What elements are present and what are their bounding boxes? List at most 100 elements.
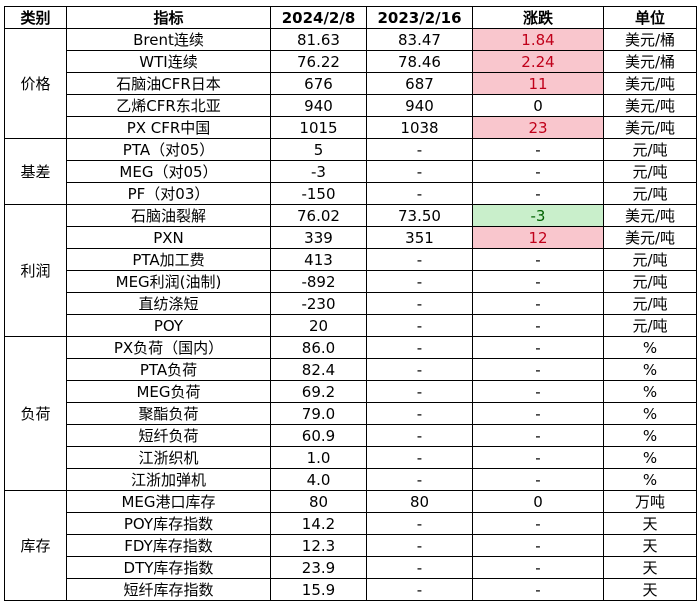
table-row: 江浙加弹机 4.0- -% (5, 468, 697, 491)
table-row: MEG负荷 69.2- -% (5, 380, 697, 403)
value-2023-cell: - (366, 160, 473, 183)
table-row: MEG利润(油制) -892- - 元/吨 (5, 270, 697, 293)
change-cell: - (472, 160, 604, 183)
unit-cell: 元/吨 (603, 182, 697, 205)
table-row: 聚酯负荷 79.0- -% (5, 402, 697, 425)
table-row: POY 20- - 元/吨 (5, 314, 697, 337)
header-change: 涨跌 (472, 6, 604, 29)
table-row: POY库存指数 14.2- - 天 (5, 512, 697, 535)
value-2023-cell: - (366, 380, 473, 403)
unit-cell: 天 (603, 512, 697, 535)
change-cell: - (472, 468, 604, 491)
change-cell: 23 (472, 116, 604, 139)
indicator-cell: 短纤库存指数 (66, 578, 271, 601)
category-cell: 基差 (4, 138, 67, 205)
value-2023-cell: - (366, 292, 473, 315)
indicator-cell: Brent连续 (66, 28, 271, 51)
value-2024-cell: 676 (270, 72, 367, 95)
value-2023-cell: - (366, 578, 473, 601)
value-2024-cell: 20 (270, 314, 367, 337)
value-2024-cell: 1.0 (270, 446, 367, 469)
value-2023-cell: - (366, 336, 473, 359)
change-cell: 2.24 (472, 50, 604, 73)
value-2024-cell: 5 (270, 138, 367, 161)
value-2024-cell: 86.0 (270, 336, 367, 359)
change-cell: 1.84 (472, 28, 604, 51)
change-cell: - (472, 534, 604, 557)
value-2023-cell: - (366, 358, 473, 381)
value-2023-cell: - (366, 446, 473, 469)
change-cell: - (472, 182, 604, 205)
unit-cell: 元/吨 (603, 138, 697, 161)
value-2023-cell: 73.50 (366, 204, 473, 227)
header-category: 类别 (4, 6, 67, 29)
value-2024-cell: 4.0 (270, 468, 367, 491)
indicator-cell: POY (66, 314, 271, 337)
value-2024-cell: 23.9 (270, 556, 367, 579)
indicator-cell: MEG港口库存 (66, 490, 271, 513)
unit-cell: 万吨 (603, 490, 697, 513)
table-row: 利润 石脑油裂解 76.02 73.50 -3 美元/吨 (4, 204, 697, 337)
indicator-cell: PTA负荷 (66, 358, 271, 381)
table-row: WTI连续 76.22 78.46 2.24 美元/桶 (5, 50, 697, 73)
header-indicator: 指标 (66, 6, 271, 29)
table-row: 负荷 PX负荷（国内） 86.0- -% (4, 336, 697, 491)
value-2023-cell: - (366, 556, 473, 579)
change-cell: - (472, 578, 604, 601)
value-2023-cell: 78.46 (366, 50, 473, 73)
change-cell: - (472, 424, 604, 447)
indicator-cell: PTA（对05） (66, 138, 271, 161)
indicator-cell: 石脑油裂解 (66, 204, 271, 227)
value-2023-cell: - (366, 314, 473, 337)
value-2024-cell: -230 (270, 292, 367, 315)
table-row: PXN 339 351 12 美元/吨 (5, 226, 697, 249)
change-cell: - (472, 380, 604, 403)
change-cell: - (472, 138, 604, 161)
value-2023-cell: 83.47 (366, 28, 473, 51)
table-row: 价格 Brent连续 81.63 83.47 1.84 美元/桶 (4, 28, 697, 139)
value-2023-cell: - (366, 182, 473, 205)
value-2023-cell: - (366, 512, 473, 535)
unit-cell: 美元/吨 (603, 116, 697, 139)
indicator-cell: PXN (66, 226, 271, 249)
change-cell: - (472, 292, 604, 315)
unit-cell: 元/吨 (603, 314, 697, 337)
indicator-cell: 短纤负荷 (66, 424, 271, 447)
value-2024-cell: 14.2 (270, 512, 367, 535)
indicator-table: 类别 指标 2024/2/8 2023/2/16 涨跌 单位 价格 Brent连续… (4, 6, 697, 601)
value-2024-cell: 413 (270, 248, 367, 271)
value-2023-cell: 80 (366, 490, 473, 513)
value-2024-cell: -892 (270, 270, 367, 293)
unit-cell: 美元/桶 (603, 50, 697, 73)
indicator-cell: PTA加工费 (66, 248, 271, 271)
unit-cell: 美元/吨 (603, 72, 697, 95)
category-cell: 库存 (4, 490, 67, 601)
value-2023-cell: - (366, 468, 473, 491)
unit-cell: 元/吨 (603, 160, 697, 183)
value-2024-cell: 79.0 (270, 402, 367, 425)
change-cell: - (472, 314, 604, 337)
indicator-cell: POY库存指数 (66, 512, 271, 535)
unit-cell: 元/吨 (603, 270, 697, 293)
value-2023-cell: - (366, 534, 473, 557)
table-body: 价格 Brent连续 81.63 83.47 1.84 美元/桶 WTI连续 76.22 78.… (4, 28, 697, 601)
indicator-cell: 直纺涤短 (66, 292, 271, 315)
indicator-cell: MEG负荷 (66, 380, 271, 403)
change-cell: - (472, 402, 604, 425)
table-row: 库存 MEG港口库存 80 80 0 万吨 (4, 490, 697, 601)
table-row: PF（对03） -150- - 元/吨 (5, 182, 697, 205)
unit-cell: 天 (603, 578, 697, 601)
value-2023-cell: 940 (366, 94, 473, 117)
unit-cell: 美元/桶 (603, 28, 697, 51)
change-cell: - (472, 446, 604, 469)
table-row: DTY库存指数 23.9- - 天 (5, 556, 697, 579)
indicator-cell: PX负荷（国内） (66, 336, 271, 359)
change-cell: - (472, 358, 604, 381)
change-cell: - (472, 248, 604, 271)
category-cell: 负荷 (4, 336, 67, 491)
unit-cell: % (603, 468, 697, 491)
value-2024-cell: 60.9 (270, 424, 367, 447)
unit-cell: % (603, 380, 697, 403)
table-row: 直纺涤短 -230- - 元/吨 (5, 292, 697, 315)
unit-cell: 天 (603, 534, 697, 557)
